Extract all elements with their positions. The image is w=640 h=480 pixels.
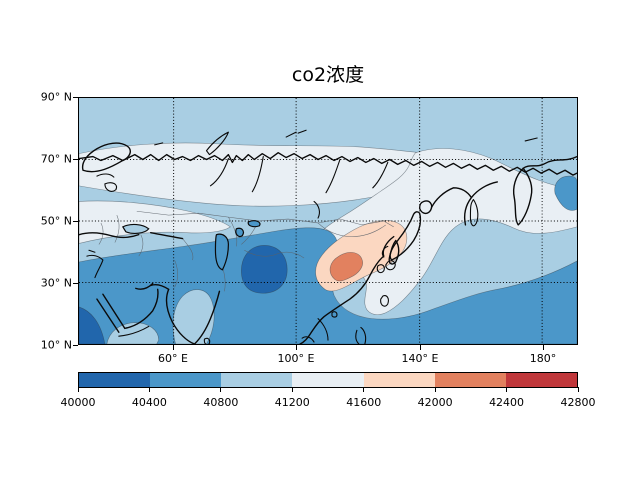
siberian-rivers <box>209 156 389 194</box>
x-tick-label: 60° E <box>158 352 188 365</box>
colorbar-segment <box>150 373 222 387</box>
y-tick-mark <box>73 158 78 160</box>
contour-region-east-china-maximum <box>329 252 363 282</box>
india-coastline <box>165 288 221 344</box>
chart-title: co2浓度 <box>291 64 365 86</box>
sri-lanka <box>203 337 211 344</box>
map-axes <box>78 97 578 345</box>
okhotsk-coastline <box>430 181 499 226</box>
y-tick-label: 30° N <box>40 276 72 290</box>
contour-region-bering-patch <box>554 175 577 211</box>
y-tick-mark <box>73 220 78 222</box>
x-tick-label: 100° E <box>277 352 315 365</box>
y-tick-mark <box>73 96 78 98</box>
x-tick-mark <box>295 345 297 350</box>
y-tick-mark <box>73 344 78 346</box>
baltic-coastline <box>96 173 118 192</box>
aral-sea <box>235 227 244 238</box>
contour-region-northeast-africa-minimum <box>79 306 106 344</box>
y-tick-label: 50° N <box>40 214 72 228</box>
x-tick-label: 180° <box>529 352 557 365</box>
colorbar-segment <box>79 373 151 387</box>
contour-region-india-patch <box>172 289 215 344</box>
colorbar-segment <box>292 373 364 387</box>
colorbar-segment <box>363 373 435 387</box>
indochina-coastline <box>301 318 329 343</box>
lake-baikal <box>313 200 320 219</box>
levant-coastline <box>86 249 104 279</box>
y-tick-label: 90° N <box>40 90 72 104</box>
colorbar-segment <box>505 373 577 387</box>
y-axis-labels: 90° N 70° N 50° N 30° N 10° N <box>0 0 72 480</box>
colorbar-tick-label: 41200 <box>274 396 310 409</box>
colorbar-segment <box>434 373 506 387</box>
china-coastline <box>299 235 395 344</box>
x-tick-label: 140° E <box>401 352 439 365</box>
scandinavia-coastline <box>81 142 131 173</box>
arctic-coastline <box>79 151 577 176</box>
coastlines <box>79 129 577 344</box>
arabia-south-coast <box>124 288 159 330</box>
colorbar-tick-label: 42000 <box>417 396 453 409</box>
philippines-islands <box>355 326 367 344</box>
lake-balkhash <box>247 220 261 228</box>
x-tick-mark <box>419 345 421 350</box>
horn-of-africa <box>118 325 150 337</box>
kamchatka-peninsula <box>512 167 533 226</box>
colorbar-tick-label: 40800 <box>203 396 239 409</box>
bohai-notch <box>381 245 389 258</box>
chukotka-coastline <box>522 155 577 169</box>
colorbar-tick-label: 42400 <box>489 396 525 409</box>
y-tick-label: 10° N <box>40 338 72 352</box>
contour-map <box>79 98 577 344</box>
colorbar-segment <box>221 373 293 387</box>
colorbar-tick-label: 42800 <box>560 396 596 409</box>
red-sea <box>96 293 126 333</box>
colorbar-tick-label: 41600 <box>346 396 382 409</box>
y-tick-label: 70° N <box>40 152 72 166</box>
sakhalin-island <box>469 198 479 227</box>
contour-region-tibet-minimum <box>241 245 288 294</box>
caspian-sea <box>214 233 229 271</box>
country-borders <box>98 210 394 292</box>
korea-peninsula <box>388 239 400 265</box>
makran-persian-gulf <box>135 282 170 291</box>
kyushu-shikoku <box>376 260 396 274</box>
taiwan-island <box>380 295 389 307</box>
colorbar-tick-label: 40400 <box>131 396 167 409</box>
x-tick-mark <box>172 345 174 350</box>
contour-region-northeast-pale-blob <box>309 148 577 315</box>
black-sea <box>121 223 150 234</box>
hainan-island <box>331 311 338 318</box>
x-tick-mark <box>542 345 544 350</box>
anatolia-coastline <box>79 232 184 240</box>
arctic-islands <box>154 129 538 146</box>
y-tick-mark <box>73 282 78 284</box>
colorbar <box>78 372 578 388</box>
hokkaido-island <box>418 200 433 215</box>
novaya-zemlya <box>205 131 229 156</box>
